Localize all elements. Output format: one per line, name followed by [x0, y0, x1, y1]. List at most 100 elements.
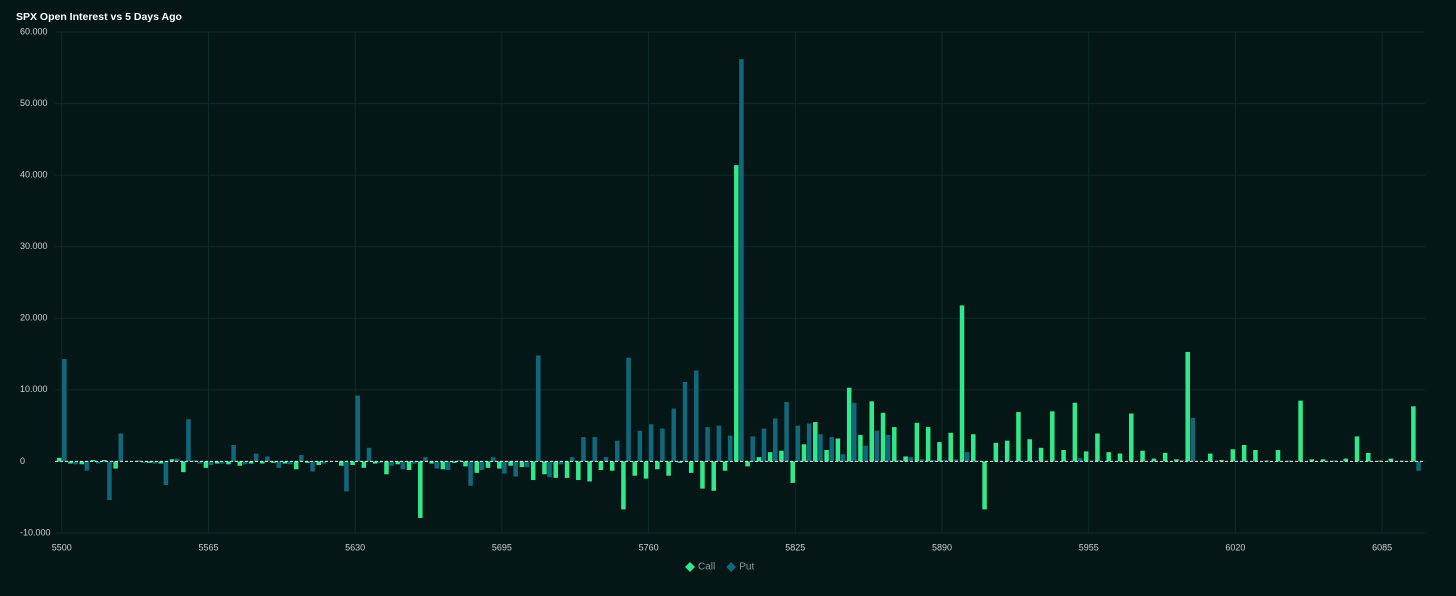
- bar: [671, 408, 676, 462]
- y-tick-label: 40.000: [20, 170, 48, 180]
- x-tick-label: 5760: [639, 542, 659, 552]
- x-tick-label: 5630: [345, 542, 365, 552]
- bar: [73, 461, 78, 465]
- bar: [1241, 444, 1247, 462]
- bar: [1174, 459, 1179, 462]
- bar: [1004, 440, 1010, 462]
- bar: [372, 461, 378, 464]
- bar: [524, 461, 530, 468]
- bar: [813, 422, 818, 462]
- bar: [632, 461, 638, 476]
- bar: [1038, 447, 1044, 462]
- bar: [271, 461, 276, 463]
- bar: [801, 444, 807, 462]
- bar: [1117, 453, 1123, 462]
- bar: [716, 425, 722, 462]
- bar: [457, 459, 462, 462]
- bar: [344, 461, 349, 492]
- bar: [231, 444, 236, 462]
- bar: [790, 461, 795, 483]
- bar: [569, 457, 575, 462]
- bar: [1140, 450, 1145, 462]
- bar: [107, 461, 112, 501]
- bar: [908, 457, 913, 462]
- bar: [1219, 459, 1224, 462]
- bar: [485, 461, 491, 468]
- bar: [903, 456, 908, 462]
- bar: [615, 440, 620, 462]
- bar: [1162, 452, 1168, 462]
- bar: [869, 401, 874, 462]
- bar: [1309, 459, 1315, 462]
- bar: [655, 461, 660, 470]
- bar: [648, 424, 654, 462]
- bar: [1077, 457, 1083, 462]
- bar: [1021, 460, 1026, 462]
- bar: [214, 461, 220, 464]
- bar: [226, 461, 231, 465]
- bar: [253, 453, 259, 462]
- legend-label: Put: [739, 562, 754, 573]
- bar: [694, 370, 699, 462]
- bar: [621, 461, 626, 510]
- bar: [598, 461, 604, 471]
- y-tick-label: 20.000: [20, 313, 48, 323]
- bar: [530, 461, 536, 481]
- bar: [192, 460, 197, 462]
- bar: [1151, 458, 1157, 462]
- bar: [1027, 439, 1032, 462]
- bar: [959, 305, 965, 462]
- bar: [874, 430, 880, 462]
- bar: [497, 461, 502, 469]
- bar: [260, 461, 265, 464]
- bar: [479, 461, 485, 471]
- bar: [1332, 460, 1337, 462]
- bar: [824, 449, 829, 462]
- bar: [1050, 411, 1055, 462]
- bar: [141, 461, 146, 463]
- bar: [418, 461, 423, 518]
- bar: [310, 461, 315, 472]
- y-tick-label: -10.000: [20, 527, 51, 537]
- bar: [761, 428, 767, 462]
- bar: [727, 435, 733, 462]
- bar: [237, 461, 243, 466]
- bar: [547, 461, 552, 478]
- bar: [637, 430, 643, 462]
- bar: [1275, 449, 1281, 462]
- bar: [463, 461, 468, 467]
- bar: [795, 425, 801, 462]
- bar: [880, 412, 886, 462]
- bar: [700, 461, 705, 489]
- bar: [248, 461, 254, 464]
- bar: [423, 457, 428, 462]
- bar: [1061, 449, 1066, 462]
- bar: [592, 437, 597, 462]
- bar: [829, 437, 834, 462]
- bar: [451, 461, 457, 463]
- bar: [406, 461, 412, 471]
- bar: [102, 459, 107, 462]
- bar: [197, 461, 203, 464]
- bar: [1388, 458, 1394, 462]
- bar: [79, 461, 85, 465]
- bar: [95, 461, 101, 464]
- bar: [411, 461, 417, 464]
- bar: [1320, 459, 1326, 462]
- bar: [818, 434, 823, 462]
- bar: [147, 461, 152, 463]
- bar: [942, 459, 947, 462]
- bar: [62, 359, 67, 462]
- bar: [948, 432, 953, 462]
- bar: [1366, 452, 1371, 462]
- bar: [118, 433, 124, 462]
- bar: [429, 461, 434, 464]
- legend-marker: [685, 562, 695, 572]
- x-tick-label: 6020: [1225, 542, 1245, 552]
- bar: [919, 459, 925, 462]
- bar: [1190, 417, 1196, 462]
- bar: [688, 461, 694, 473]
- bar: [242, 461, 248, 465]
- bar: [361, 461, 367, 468]
